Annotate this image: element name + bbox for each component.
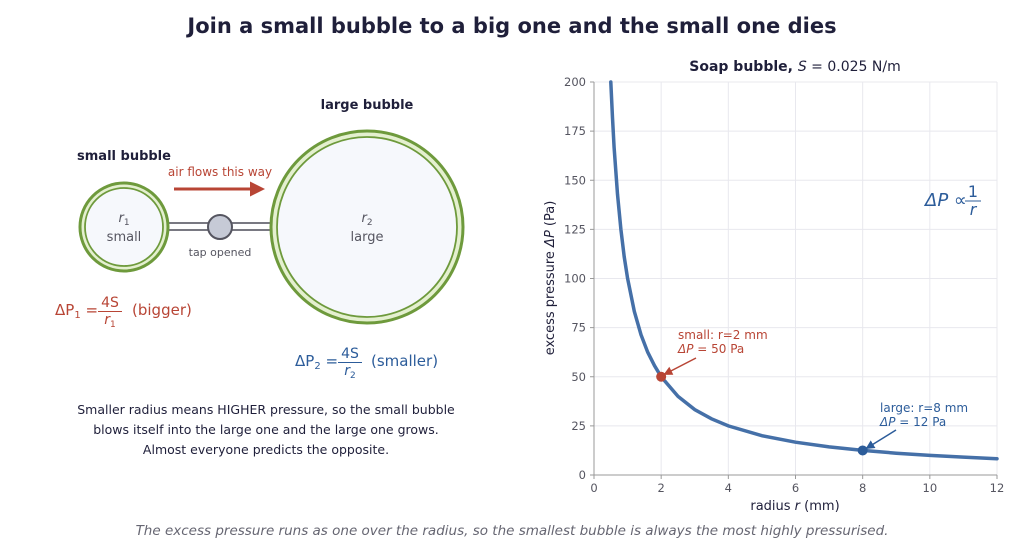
- small-bubble-label: small: [107, 230, 142, 245]
- chart-points: [656, 371, 868, 456]
- svg-text:(smaller): (smaller): [371, 352, 438, 370]
- y-tick-label: 200: [564, 75, 586, 89]
- y-tick-label: 175: [564, 124, 586, 138]
- svg-text:ΔP = 12 Pa: ΔP = 12 Pa: [879, 415, 946, 429]
- y-tick-label: 75: [571, 321, 586, 335]
- large-point-arrow-icon: [865, 429, 897, 449]
- x-tick-label: 0: [590, 481, 597, 495]
- explanation-line: Smaller radius means HIGHER pressure, so…: [77, 402, 455, 417]
- svg-text:ΔP ∝: ΔP ∝: [923, 190, 967, 211]
- page-title: Join a small bubble to a big one and the…: [187, 14, 837, 38]
- svg-text:r2: r2: [344, 363, 356, 381]
- svg-text:4S: 4S: [101, 295, 119, 311]
- svg-text:ΔP = 50 Pa: ΔP = 50 Pa: [677, 342, 744, 356]
- y-tick-label: 50: [571, 370, 586, 384]
- x-tick-label: 8: [859, 481, 866, 495]
- y-tick-label: 25: [571, 419, 586, 433]
- small-pressure-formula: ΔP1 = 4S r1 (bigger): [55, 295, 192, 330]
- large-bubble-radius: r2: [361, 211, 372, 228]
- tap-valve-icon[interactable]: [207, 214, 233, 240]
- large-bubble: [269, 129, 465, 325]
- footer-caption: The excess pressure runs as one over the…: [135, 523, 889, 539]
- x-axis-label: radius r (mm): [750, 499, 839, 514]
- large-pressure-formula: ΔP2 = 4S r2 (smaller): [295, 346, 438, 381]
- pressure-chart: Soap bubble, S = 0.025 N/m 0 2 4 6 8 10 12 0 25 5…: [543, 59, 1004, 514]
- y-tick-label: 100: [564, 272, 586, 286]
- svg-text:r1: r1: [104, 312, 116, 330]
- proportionality-annotation: ΔP ∝ 1 r: [923, 182, 981, 219]
- explanation-line: Almost everyone predicts the opposite.: [142, 442, 390, 457]
- pressure-curve: [609, 80, 999, 461]
- svg-text:r: r: [970, 200, 978, 219]
- small-bubble-point: [656, 371, 667, 382]
- svg-text:small: r=2 mm: small: r=2 mm: [678, 328, 768, 342]
- small-bubble-radius: r1: [118, 211, 129, 228]
- x-tick-label: 6: [792, 481, 799, 495]
- explanation-text: Smaller radius means HIGHER pressure, so…: [50, 400, 482, 460]
- y-axis-label: excess pressure ΔP (Pa): [543, 201, 558, 356]
- tap-label: tap opened: [189, 246, 252, 259]
- y-tick-label: 150: [564, 173, 586, 187]
- explanation-line: blows itself into the large one and the …: [93, 422, 439, 437]
- x-tick-label: 10: [923, 481, 938, 495]
- svg-text:1: 1: [968, 182, 978, 201]
- x-tick-label: 4: [725, 481, 732, 495]
- svg-text:4S: 4S: [341, 346, 359, 362]
- chart-title: Soap bubble, S = 0.025 N/m: [689, 59, 900, 75]
- y-tick-label: 125: [564, 222, 586, 236]
- y-tick-label: 0: [579, 468, 586, 482]
- svg-text:ΔP1 =: ΔP1 =: [55, 301, 98, 321]
- svg-text:large: r=8 mm: large: r=8 mm: [880, 401, 968, 415]
- svg-text:ΔP2 =: ΔP2 =: [295, 352, 338, 372]
- svg-text:(bigger): (bigger): [132, 301, 192, 319]
- large-bubble-point: [857, 445, 868, 456]
- small-bubble-heading: small bubble: [77, 149, 171, 164]
- large-bubble-label: large: [351, 230, 384, 245]
- airflow-label: air flows this way: [168, 165, 272, 179]
- x-tick-label: 12: [990, 481, 1005, 495]
- large-bubble-heading: large bubble: [321, 98, 414, 113]
- small-point-annotation: small: r=2 mm ΔP = 50 Pa: [677, 328, 768, 356]
- x-tick-label: 2: [658, 481, 665, 495]
- small-point-arrow-icon: [663, 357, 697, 375]
- small-bubble: [78, 181, 170, 273]
- chart-ticks: 0 2 4 6 8 10 12 0 25 50 75 100 125 150 175 200: [564, 75, 1004, 495]
- large-point-annotation: large: r=8 mm ΔP = 12 Pa: [879, 401, 968, 429]
